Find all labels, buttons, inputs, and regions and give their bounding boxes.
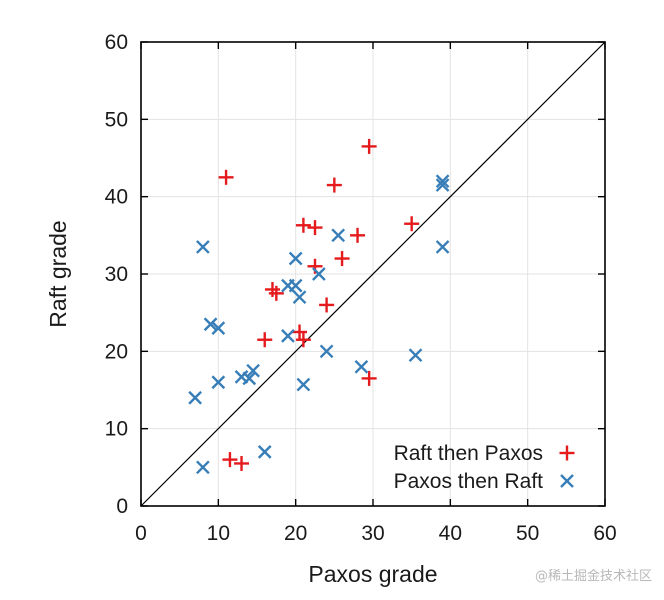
legend-label: Raft then Paxos bbox=[394, 442, 543, 465]
raft-then-paxos-point bbox=[295, 332, 311, 348]
paxos-then-raft-point bbox=[435, 178, 450, 192]
x-tick-label: 40 bbox=[439, 522, 462, 545]
raft-then-paxos-point bbox=[295, 217, 311, 233]
y-tick-label: 50 bbox=[105, 108, 128, 131]
paxos-then-raft-point bbox=[288, 251, 303, 266]
paxos-then-raft-point bbox=[196, 240, 210, 254]
raft-then-paxos-point bbox=[218, 169, 234, 185]
x-tick-label: 20 bbox=[284, 522, 307, 545]
x-tick-label: 30 bbox=[361, 522, 384, 545]
paxos-then-raft-point bbox=[203, 317, 218, 332]
x-axis-title: Paxos grade bbox=[308, 561, 437, 587]
raft-then-paxos-point bbox=[257, 332, 273, 348]
x-tick-label: 50 bbox=[516, 522, 539, 545]
y-tick-label: 20 bbox=[105, 340, 128, 363]
axis-ticks: 0 10 20 30 40 50 60 0 10 20 30 40 50 60 bbox=[105, 31, 617, 545]
paxos-then-raft-point bbox=[319, 344, 334, 359]
y-tick-label: 10 bbox=[105, 418, 128, 441]
paxos-then-raft-point bbox=[281, 329, 295, 343]
y-tick-label: 40 bbox=[105, 186, 128, 209]
raft-then-paxos-point bbox=[268, 285, 284, 301]
raft-then-paxos-point bbox=[350, 227, 366, 243]
y-axis-title: Raft grade bbox=[45, 220, 71, 327]
y-tick-label: 60 bbox=[105, 31, 128, 54]
raft-then-paxos-point bbox=[264, 281, 280, 297]
data-points bbox=[188, 138, 450, 475]
paxos-then-raft-point bbox=[296, 377, 311, 392]
paxos-then-raft-point bbox=[354, 359, 369, 374]
x-tick-label: 10 bbox=[207, 522, 230, 545]
paxos-then-raft-point bbox=[196, 460, 210, 475]
raft-then-paxos-point bbox=[222, 452, 238, 468]
diagonal-line bbox=[140, 41, 606, 507]
raft-then-paxos-point bbox=[361, 138, 377, 154]
raft-then-paxos-point bbox=[292, 324, 308, 340]
paxos-then-raft-point bbox=[257, 445, 272, 459]
raft-then-paxos-point bbox=[361, 370, 377, 386]
x-tick-label: 0 bbox=[135, 522, 147, 545]
diagonal-reference-line bbox=[140, 41, 606, 507]
raft-then-paxos-point bbox=[319, 297, 335, 313]
paxos-then-raft-point bbox=[211, 321, 226, 335]
watermark-text: @稀土掘金技术社区 bbox=[534, 569, 652, 584]
paxos-then-raft-point bbox=[408, 348, 423, 363]
paxos-then-raft-point bbox=[188, 390, 202, 405]
paxos-then-raft-point bbox=[242, 371, 257, 386]
raft-then-paxos-point bbox=[334, 251, 350, 267]
paxos-then-raft-point bbox=[211, 375, 226, 390]
paxos-then-raft-point bbox=[435, 174, 450, 189]
x-tick-label: 60 bbox=[593, 522, 616, 545]
y-tick-label: 0 bbox=[116, 495, 128, 518]
legend-marker bbox=[559, 445, 575, 461]
paxos-then-raft-point bbox=[292, 290, 307, 305]
legend-label: Paxos then Raft bbox=[394, 470, 544, 493]
raft-then-paxos-point bbox=[307, 220, 323, 236]
legend: Raft then Paxos Paxos then Raft bbox=[394, 442, 575, 493]
paxos-then-raft-point bbox=[246, 363, 260, 378]
raft-then-paxos-point bbox=[404, 216, 420, 232]
y-tick-label: 30 bbox=[105, 263, 128, 286]
raft-then-paxos-point bbox=[326, 177, 342, 193]
paxos-then-raft-point bbox=[288, 278, 303, 293]
paxos-then-raft-point bbox=[312, 267, 326, 281]
raft-then-paxos-point bbox=[234, 455, 250, 471]
paxos-then-raft-point bbox=[435, 240, 450, 254]
paxos-then-raft-point bbox=[331, 228, 346, 243]
legend-marker bbox=[560, 474, 574, 488]
